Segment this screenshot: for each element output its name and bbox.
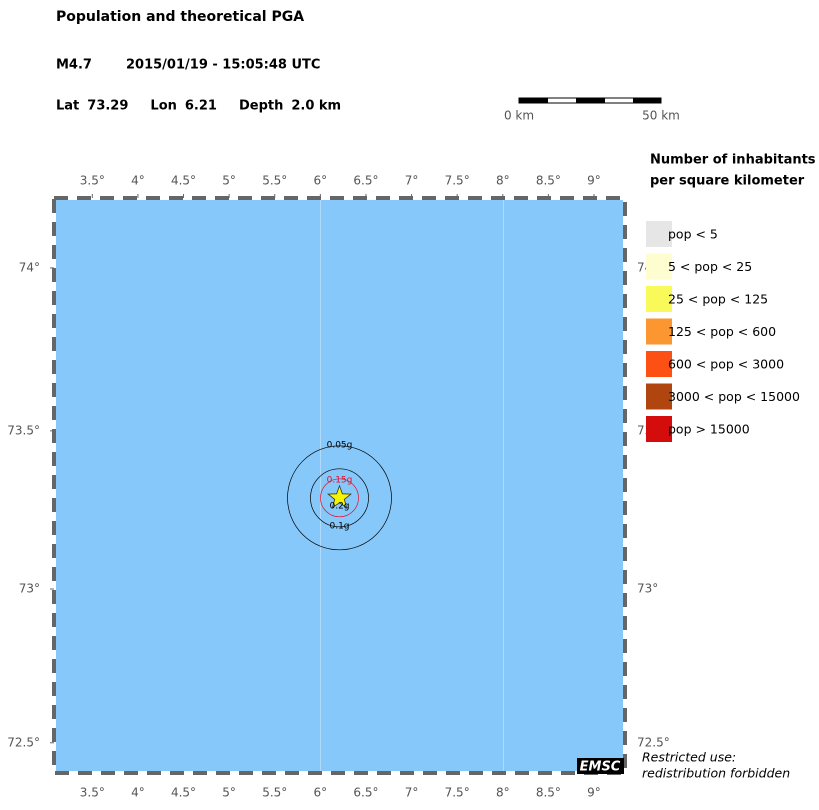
x-tick-label: 8.5° xyxy=(536,786,561,800)
frame-dashes xyxy=(52,196,627,775)
legend-label: 5 < pop < 25 xyxy=(668,259,752,274)
legend-swatch xyxy=(646,383,672,410)
location-label: Depth xyxy=(239,99,283,114)
x-tick-label: 6° xyxy=(314,786,328,800)
legend-title: per square kilometer xyxy=(650,174,805,189)
legend-swatch xyxy=(646,351,672,377)
legend-swatch xyxy=(646,416,672,442)
x-tick-label: 4.5° xyxy=(171,174,196,188)
location-value: 73.29 xyxy=(87,99,128,114)
scale-bar: 0 km 50 km xyxy=(504,97,680,123)
x-tick-label: 9° xyxy=(587,174,601,188)
x-tick-label: 6° xyxy=(314,174,328,188)
x-tick-label: 7° xyxy=(405,786,419,800)
pga-contour xyxy=(310,468,369,528)
legend-swatch xyxy=(646,286,672,312)
y-tick-label: 73° xyxy=(19,582,40,596)
x-tick-label: 8° xyxy=(496,174,510,188)
legend-swatch xyxy=(646,318,672,345)
legend-label: 125 < pop < 600 xyxy=(668,324,776,339)
x-tick-label: 4.5° xyxy=(171,786,196,800)
x-tick-label: 5° xyxy=(222,174,236,188)
legend-label: 3000 < pop < 15000 xyxy=(668,389,800,404)
pga-label: 0.2g xyxy=(329,501,349,511)
datetime: 2015/01/19 - 15:05:48 UTC xyxy=(126,58,320,73)
legend-label: 25 < pop < 125 xyxy=(668,292,768,307)
x-tick-label: 6.5° xyxy=(353,786,378,800)
x-tick-label: 8° xyxy=(496,786,510,800)
pga-contour xyxy=(287,445,392,551)
x-tick-label: 9° xyxy=(587,786,601,800)
y-tick-label: 73.5° xyxy=(7,423,40,437)
scale-label: 50 km xyxy=(642,109,680,123)
pga-contour xyxy=(320,478,359,518)
pga-label: 0.1g xyxy=(329,521,349,531)
legend-swatch xyxy=(646,253,672,280)
legend-swatch xyxy=(646,221,672,247)
x-tick-label: 3.5° xyxy=(80,786,105,800)
epicenter xyxy=(327,484,352,509)
x-tick-label: 7.5° xyxy=(445,786,470,800)
pga-label: 0.15g xyxy=(327,475,353,485)
location-value: 2.0 km xyxy=(291,99,341,114)
location-value: 6.21 xyxy=(185,99,217,114)
x-tick-label: 6.5° xyxy=(353,174,378,188)
x-tick-label: 8.5° xyxy=(536,174,561,188)
scale-label: 0 km xyxy=(504,109,534,123)
legend-label: 600 < pop < 3000 xyxy=(668,357,784,372)
x-tick-label: 3.5° xyxy=(80,174,105,188)
x-tick-label: 4° xyxy=(131,786,145,800)
x-tick-label: 7.5° xyxy=(445,174,470,188)
y-tick-label: 72.5° xyxy=(7,735,40,749)
legend-label: pop < 5 xyxy=(668,227,718,242)
scale-bar-segment xyxy=(576,98,605,103)
y-tick-label: 74° xyxy=(19,260,40,274)
x-tick-label: 5° xyxy=(222,786,236,800)
title: Population and theoretical PGA xyxy=(56,9,304,25)
x-tick-label: 5.5° xyxy=(262,174,287,188)
y-tick-label: 73° xyxy=(637,582,658,596)
notice: redistribution forbidden xyxy=(642,766,790,781)
scale-bar-segment xyxy=(519,98,548,103)
y-tick-label: 72.5° xyxy=(637,735,670,749)
logo-box xyxy=(577,758,624,774)
x-tick-label: 7° xyxy=(405,174,419,188)
x-tick-label: 5.5° xyxy=(262,786,287,800)
location-label: Lat xyxy=(56,99,79,114)
x-tick-label: 4° xyxy=(131,174,145,188)
scale-bar-segment xyxy=(633,98,661,103)
notice: Restricted use: xyxy=(642,750,736,765)
magnitude: M4.7 xyxy=(56,58,92,73)
pga-label: 0.05g xyxy=(327,440,353,450)
legend-label: pop > 15000 xyxy=(668,422,750,437)
logo: EMSC xyxy=(580,760,621,775)
legend-title: Number of inhabitants xyxy=(650,153,816,168)
location-label: Lon xyxy=(150,99,176,114)
